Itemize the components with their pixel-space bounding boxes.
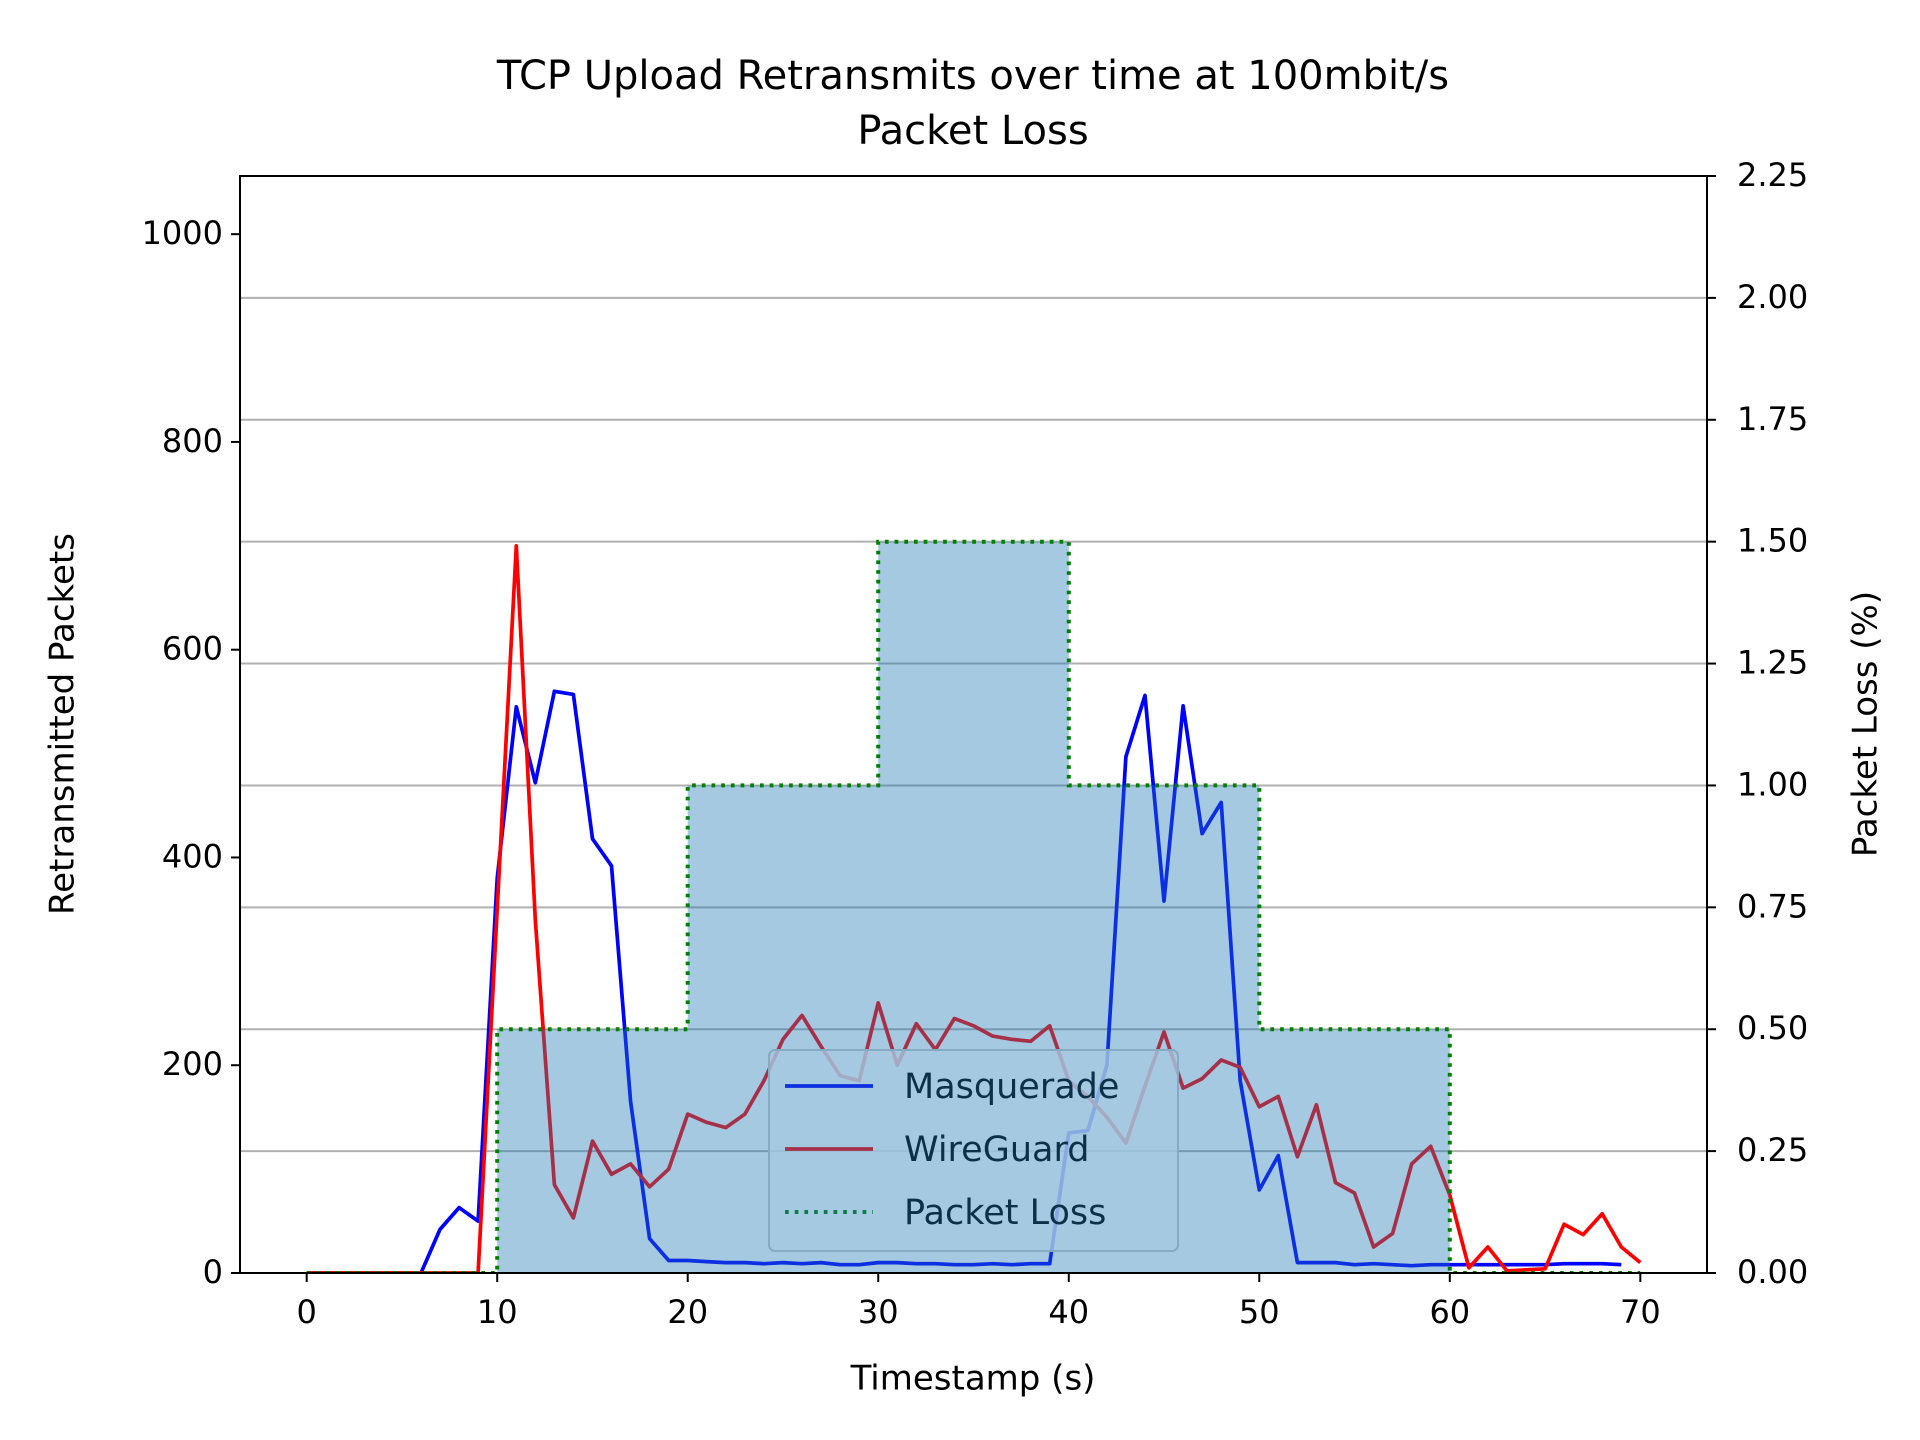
x-tick-label: 70 (1620, 1293, 1661, 1331)
x-tick-label: 20 (667, 1293, 708, 1331)
y2-axis-label: Packet Loss (%) (1846, 591, 1886, 857)
chart-title: TCP Upload Retransmits over time at 100m… (496, 53, 1449, 99)
chart-title: Packet Loss (857, 108, 1088, 154)
x-tick-label: 40 (1048, 1293, 1089, 1331)
x-tick-label: 30 (858, 1293, 899, 1331)
legend-label: Packet Loss (904, 1193, 1106, 1233)
y-axis-label: Retransmitted Packets (43, 533, 83, 915)
x-tick-label: 50 (1239, 1293, 1280, 1331)
y2-tick-label: 0.00 (1737, 1253, 1808, 1291)
x-axis-label: Timestamp (s) (850, 1359, 1096, 1399)
y2-tick-label: 1.75 (1737, 400, 1808, 438)
y-tick-label: 600 (162, 630, 223, 668)
y2-tick-label: 1.50 (1737, 522, 1808, 560)
y2-tick-label: 1.00 (1737, 765, 1808, 803)
y-tick-label: 200 (162, 1045, 223, 1083)
y2-tick-label: 0.75 (1737, 887, 1808, 925)
plot-area (306, 539, 1641, 1273)
y2-tick-label: 0.50 (1737, 1009, 1808, 1047)
axes-frame (239, 175, 1708, 1274)
y-tick-label: 800 (162, 422, 223, 460)
y-tick-label: 0 (203, 1253, 223, 1291)
line-layer (306, 543, 1642, 1273)
line-wireguard (306, 543, 1642, 1273)
y-tick-label: 1000 (142, 214, 223, 252)
y-tick-label: 400 (162, 837, 223, 875)
y2-tick-label: 0.25 (1737, 1131, 1808, 1169)
legend-label: Masquerade (904, 1067, 1119, 1107)
y2-tick-label: 2.25 (1737, 156, 1808, 194)
y2-tick-label: 2.00 (1737, 278, 1808, 316)
legend-frame (768, 1049, 1179, 1252)
step-line (306, 539, 1641, 1273)
x-tick-label: 10 (477, 1293, 518, 1331)
legend-label: WireGuard (904, 1130, 1089, 1170)
x-tick-label: 0 (297, 1293, 317, 1331)
x-tick-label: 60 (1429, 1293, 1470, 1331)
step-fill (306, 541, 1641, 1273)
y2-tick-label: 1.25 (1737, 644, 1808, 682)
